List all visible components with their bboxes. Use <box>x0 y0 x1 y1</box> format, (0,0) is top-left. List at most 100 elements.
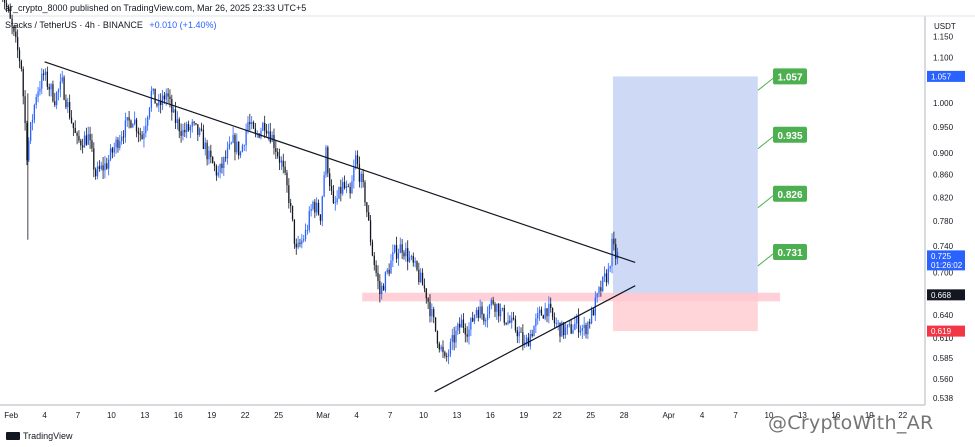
candle-body <box>139 133 141 135</box>
x-tick-label: 7 <box>733 411 738 420</box>
candle-body <box>381 285 383 295</box>
candle-body <box>596 293 598 298</box>
candle-body <box>518 331 520 337</box>
candle-body <box>462 319 465 329</box>
candle-body <box>54 101 56 106</box>
candle-body <box>156 103 158 106</box>
symbol-legend[interactable]: Stacks / TetherUS · 4h · BINANCE +0.010 … <box>5 20 216 30</box>
candle-body <box>7 6 10 10</box>
x-tick-label: 10 <box>107 411 116 420</box>
candle-body <box>113 147 115 153</box>
candle-body <box>245 130 247 146</box>
price-axis-countdown: 01:26:02 <box>931 261 963 270</box>
candle-body <box>193 121 195 123</box>
candle-body <box>41 73 43 89</box>
candle-body <box>505 322 507 324</box>
candle-body <box>603 273 606 277</box>
x-tick-label: 25 <box>274 411 283 420</box>
candle-body <box>57 89 60 93</box>
candle-body <box>542 315 544 319</box>
candle-body <box>379 281 381 295</box>
candle-body <box>186 124 188 133</box>
candle-body <box>87 134 89 145</box>
candle-body <box>24 96 26 124</box>
candle-body <box>9 9 11 19</box>
candle-body <box>184 129 186 133</box>
candle-body <box>85 135 88 145</box>
candle-body <box>301 240 303 244</box>
candle-body <box>524 342 526 345</box>
candle-body <box>122 136 125 138</box>
candle-body <box>329 173 331 187</box>
trendline-descending <box>44 61 636 264</box>
candle-body <box>479 306 481 318</box>
candle-body <box>592 309 595 316</box>
candle-body <box>464 328 466 335</box>
candle-body <box>483 314 485 322</box>
candle-body <box>602 276 604 292</box>
candle-body <box>226 148 229 159</box>
candle-body <box>304 230 307 240</box>
candle-body <box>115 139 117 148</box>
candle-body <box>343 182 346 189</box>
candle-body <box>56 92 58 106</box>
candle-body <box>392 252 394 261</box>
candle-body <box>273 134 275 149</box>
candle-body <box>180 131 182 136</box>
candle-body <box>265 130 268 134</box>
candle-body <box>551 307 554 318</box>
candle-body <box>325 147 327 176</box>
candle-body <box>496 303 498 312</box>
candle-body <box>16 37 19 51</box>
candle-body <box>31 119 34 123</box>
candle-body <box>579 330 582 333</box>
candle-body <box>277 152 279 157</box>
candle-body <box>130 120 132 128</box>
candle-body <box>26 123 28 161</box>
candle-body <box>197 124 199 135</box>
candle-body <box>189 126 192 131</box>
candle-body <box>290 202 292 206</box>
candle-body <box>355 155 357 168</box>
candle-body <box>251 122 253 125</box>
candle-body <box>609 266 611 269</box>
candle-body <box>111 148 114 153</box>
currency-label[interactable]: USDT <box>934 22 956 31</box>
candle-body <box>39 88 41 92</box>
candle-body <box>537 313 539 319</box>
candle-body <box>494 303 496 312</box>
x-tick-label: 28 <box>620 411 629 420</box>
candle-body <box>486 314 489 320</box>
candle-body <box>386 269 388 273</box>
candle-body <box>347 186 349 188</box>
candle-body <box>46 71 49 87</box>
candle-body <box>284 166 286 173</box>
candle-body <box>178 119 180 132</box>
candle-body <box>141 134 143 140</box>
candle-body <box>516 330 518 337</box>
candle-body <box>395 245 398 259</box>
tradingview-logo[interactable]: TradingView <box>6 431 73 441</box>
candle-body <box>533 326 535 337</box>
candle-body <box>310 209 312 212</box>
candle-body <box>282 160 284 167</box>
price-axis-label-box <box>927 250 965 271</box>
candle-body <box>174 109 177 123</box>
candle-body <box>148 107 151 118</box>
candle-body <box>351 181 353 194</box>
target-label: 1.057 <box>777 72 802 83</box>
candle-body <box>453 335 455 343</box>
candle-body <box>98 166 101 169</box>
candle-body <box>210 150 212 157</box>
candle-body <box>132 123 134 128</box>
x-tick-label: 7 <box>76 411 81 420</box>
candle-body <box>154 88 156 104</box>
y-tick-label: 1.150 <box>933 32 954 41</box>
candle-body <box>615 244 617 259</box>
candle-body <box>544 308 546 319</box>
candle-body <box>206 142 208 160</box>
candle-body <box>466 334 468 337</box>
candle-body <box>299 242 301 244</box>
candle-body <box>470 317 472 330</box>
